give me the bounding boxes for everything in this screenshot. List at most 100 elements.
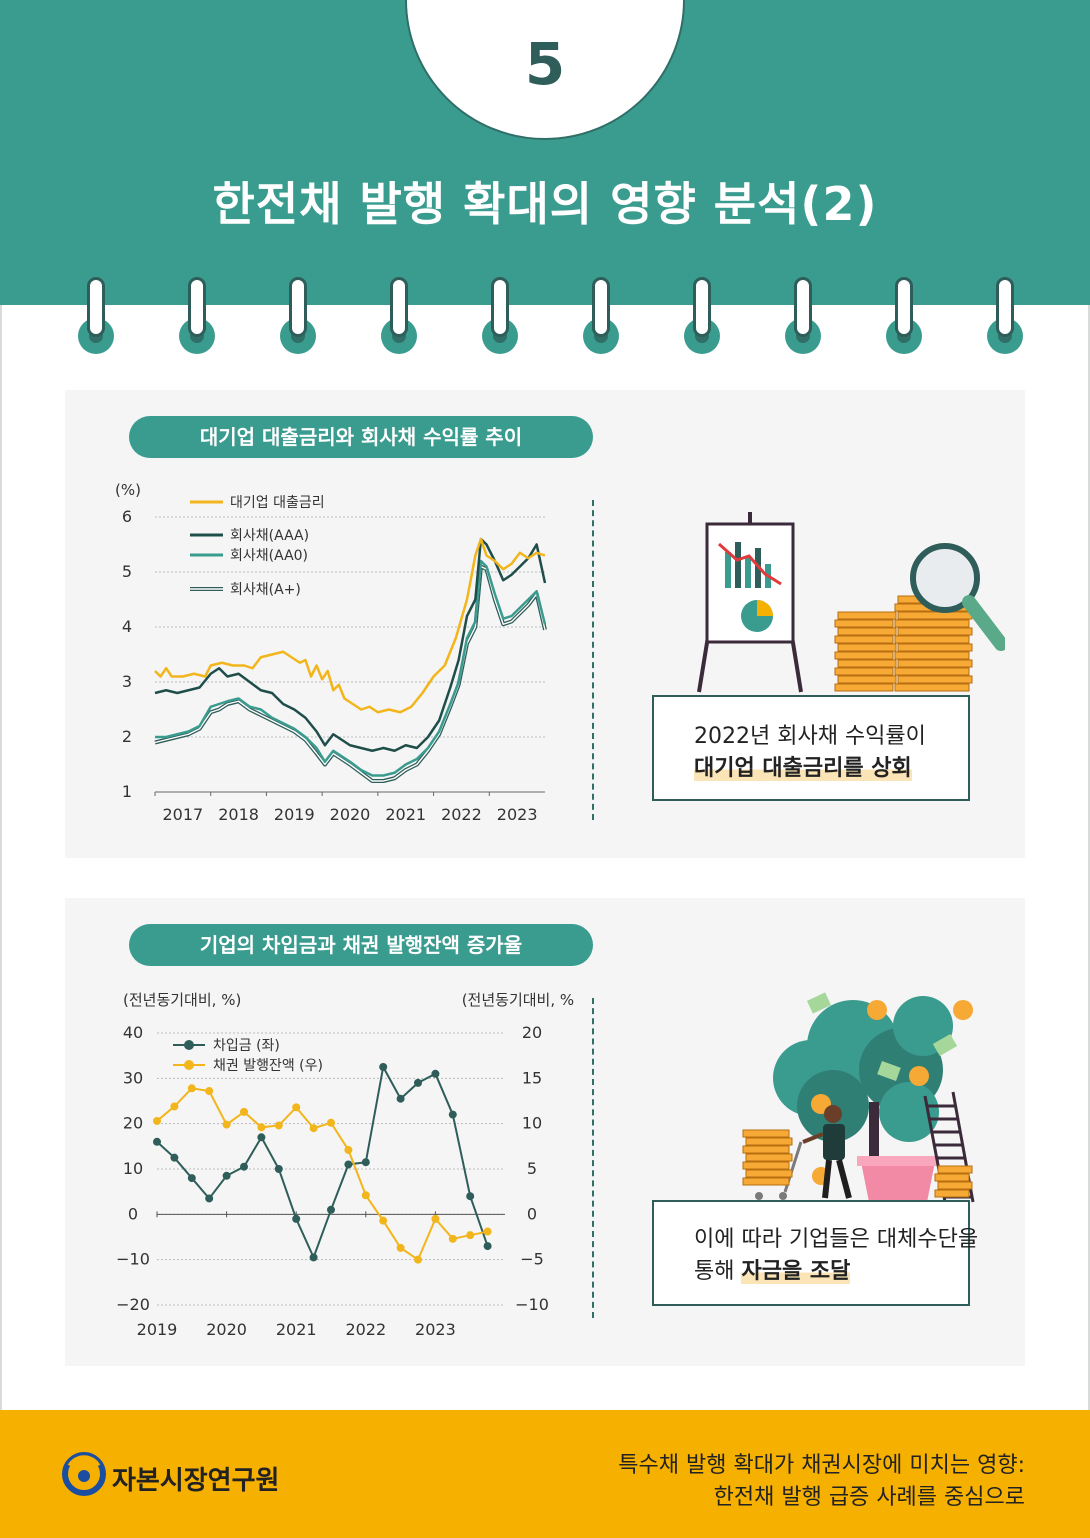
series-point xyxy=(431,1214,440,1223)
binder-ring xyxy=(794,277,812,337)
x-tick-label: 2018 xyxy=(218,805,259,824)
series-point xyxy=(344,1145,353,1154)
section-number: 5 xyxy=(524,30,566,98)
x-tick-label: 2019 xyxy=(137,1320,178,1339)
series-line xyxy=(154,537,547,752)
series-point xyxy=(187,1084,196,1093)
y-tick-label: 6 xyxy=(122,507,132,526)
series-point xyxy=(240,1162,248,1171)
series-point xyxy=(361,1158,370,1167)
legend-label: 채권 발행잔액 (우) xyxy=(213,1058,323,1074)
series-point xyxy=(414,1255,422,1264)
x-tick-label: 2022 xyxy=(441,805,482,824)
illustration-chart-coins-magnifier xyxy=(697,512,1005,693)
series-line xyxy=(154,537,546,714)
page-title: 한전채 발행 확대의 영향 분석(2) xyxy=(212,177,878,231)
line-chart-growth: (전년동기대비, %) (전년동기대비, %) 40 20 30 15 20 10 10 5 0 0 −… xyxy=(116,991,575,1339)
series-point xyxy=(431,1069,440,1078)
y-tick-label-right: 0 xyxy=(527,1204,537,1223)
y-axis-label: (%) xyxy=(115,481,141,499)
binder-ring xyxy=(188,277,206,337)
y-tick-label-right: 20 xyxy=(522,1023,542,1042)
series-point xyxy=(466,1231,475,1240)
y-tick-label-right: 10 xyxy=(522,1114,542,1133)
series-point xyxy=(483,1242,492,1251)
y-tick-label: 2 xyxy=(122,727,132,746)
y-tick-label-left: −20 xyxy=(116,1295,150,1314)
divider-dashed xyxy=(592,998,594,1318)
callout-line-1: 2022년 회사채 수익률이 xyxy=(694,724,926,749)
series-point xyxy=(309,1124,318,1133)
legend-label: 대기업 대출금리 xyxy=(230,495,325,511)
binder-ring xyxy=(390,277,408,337)
binder-ring xyxy=(491,277,509,337)
series-point xyxy=(396,1094,405,1103)
binder-ring xyxy=(592,277,610,337)
x-tick-label: 2021 xyxy=(385,805,426,824)
legend-marker xyxy=(184,1040,194,1050)
binder-ring xyxy=(693,277,711,337)
callout-box-1: 2022년 회사채 수익률이 대기업 대출금리를 상회 xyxy=(652,695,970,801)
y-tick-label-right: −10 xyxy=(515,1295,549,1314)
series-point xyxy=(344,1160,353,1169)
callout-line-1: 이에 따라 기업들은 대체수단을 xyxy=(694,1227,979,1252)
series-point xyxy=(153,1116,161,1125)
series-point xyxy=(309,1253,318,1262)
series-point xyxy=(257,1133,266,1142)
binder-ring xyxy=(895,277,913,337)
callout-box-2: 이에 따라 기업들은 대체수단을 통해 자금을 조달 xyxy=(652,1200,978,1306)
callout-line-2-plain: 통해 xyxy=(694,1259,742,1284)
y-tick-label-left: 10 xyxy=(123,1159,143,1178)
series-point xyxy=(448,1234,457,1243)
legend-label: 회사채(AAA) xyxy=(230,528,309,544)
panel-title-pill: 기업의 차입금과 채권 발행잔액 증가율 xyxy=(129,924,593,966)
report-title: 특수채 발행 확대가 채권시장에 미치는 영향: 한전채 발행 급증 사례를 중… xyxy=(618,1450,1025,1514)
series-point xyxy=(379,1216,388,1225)
x-tick-label: 2019 xyxy=(274,805,315,824)
series-point xyxy=(379,1063,388,1071)
series-point xyxy=(205,1087,214,1096)
illustration-money-tree xyxy=(742,992,975,1203)
panel-loan-rate-vs-bond-yield: 대기업 대출금리와 회사채 수익률 추이 (%) 1 2 3 4 5 6 2017 2018 20… xyxy=(65,390,1025,858)
legend-marker xyxy=(184,1060,194,1070)
legend-label: 회사채(AA0) xyxy=(230,548,308,564)
logo-text: 자본시장연구원 xyxy=(112,1466,280,1496)
series-point xyxy=(292,1214,301,1223)
binder-ring xyxy=(87,277,105,337)
x-tick-label: 2021 xyxy=(276,1320,317,1339)
binder-ring xyxy=(289,277,307,337)
binder-ring xyxy=(996,277,1014,337)
x-tick-label: 2023 xyxy=(497,805,538,824)
series-point xyxy=(274,1165,283,1173)
report-title-line-2: 한전채 발행 급증 사례를 중심으로 xyxy=(713,1485,1025,1510)
y-axis-label-left: (전년동기대비, %) xyxy=(123,991,241,1009)
x-tick-label: 2020 xyxy=(330,805,371,824)
report-title-line-1: 특수채 발행 확대가 채권시장에 미치는 영향: xyxy=(618,1453,1025,1478)
series-point xyxy=(222,1120,231,1129)
series-point xyxy=(153,1137,161,1146)
panel-title-pill: 대기업 대출금리와 회사채 수익률 추이 xyxy=(129,416,593,458)
y-tick-label-left: 40 xyxy=(123,1023,143,1042)
series-point xyxy=(222,1171,231,1180)
series-point xyxy=(361,1191,370,1200)
y-tick-label: 5 xyxy=(122,562,132,581)
y-tick-label-left: −10 xyxy=(116,1250,150,1269)
series-point xyxy=(396,1243,405,1252)
series-point xyxy=(448,1110,457,1119)
series-point xyxy=(170,1153,179,1162)
divider-dashed xyxy=(592,500,594,820)
panel-borrowing-vs-bond-growth: 기업의 차입금과 채권 발행잔액 증가율 (전년동기대비, %) (전년동기대비,… xyxy=(65,898,1025,1366)
y-tick-label: 4 xyxy=(122,617,132,636)
line-chart-rates: (%) 1 2 3 4 5 6 2017 2018 2019 2020 2021 2022 2023 대기업… xyxy=(115,481,547,824)
series-line-a-plus-outer xyxy=(154,564,547,783)
series-point xyxy=(466,1192,475,1201)
legend-label: 회사채(A+) xyxy=(230,582,301,598)
y-tick-label-right: 5 xyxy=(527,1159,537,1178)
series-point xyxy=(274,1121,283,1130)
y-axis-label-right: (전년동기대비, %) xyxy=(462,991,575,1009)
y-tick-label-right: −5 xyxy=(520,1250,544,1269)
y-tick-label-left: 0 xyxy=(128,1204,138,1223)
y-tick-label-right: 15 xyxy=(522,1068,542,1087)
series-point xyxy=(414,1078,422,1087)
x-tick-label: 2023 xyxy=(415,1320,456,1339)
